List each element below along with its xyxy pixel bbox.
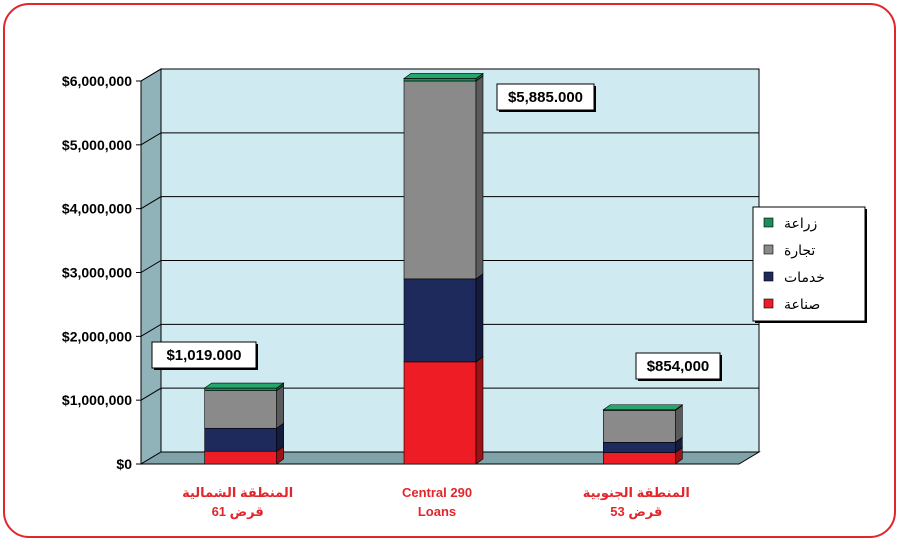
total-label: $1,019.000 bbox=[166, 347, 241, 364]
bar-segment bbox=[204, 450, 277, 465]
bar-segment bbox=[403, 278, 477, 363]
bar-segment bbox=[403, 361, 477, 465]
gridlines bbox=[140, 68, 759, 401]
x-category-label: Loans bbox=[418, 504, 456, 519]
x-axis-categories: المنطقة الشمالية 61 قرض Central 290 Loans ال… bbox=[182, 485, 690, 519]
y-axis-ticks: $0 $1,000,000 $2,000,000 $3,000,000 $4,000,0… bbox=[62, 73, 142, 472]
gridline bbox=[140, 132, 759, 146]
gridline bbox=[140, 196, 759, 210]
legend-swatch bbox=[763, 298, 774, 309]
y-tick-label: $5,000,000 bbox=[62, 137, 132, 153]
gridline bbox=[140, 387, 759, 401]
gridline bbox=[140, 68, 759, 82]
bar-segment-side bbox=[475, 273, 484, 363]
bar-segment-side bbox=[675, 404, 683, 443]
bar-top bbox=[203, 382, 285, 389]
bar-segment bbox=[603, 452, 676, 465]
callout-box bbox=[151, 341, 257, 369]
y-tick-label: $3,000,000 bbox=[62, 265, 132, 281]
x-category-label: Central 290 bbox=[402, 485, 472, 500]
chart-frame bbox=[3, 3, 896, 538]
bar-segment bbox=[204, 390, 277, 429]
legend-label: تجارة bbox=[784, 242, 815, 259]
total-callouts: $1,019.000 $5,885.000 $854,000 bbox=[151, 83, 722, 381]
y-tick-label: $2,000,000 bbox=[62, 328, 132, 344]
bar-segment bbox=[403, 78, 477, 82]
x-category-label: المنطقة الجنوبية bbox=[583, 485, 690, 500]
bar-segment bbox=[603, 441, 676, 453]
bar-top bbox=[602, 404, 684, 411]
bar-segment bbox=[204, 427, 277, 452]
legend-label: صناعة bbox=[784, 296, 820, 312]
bar-segment-side bbox=[475, 75, 484, 280]
legend: زراعة تجارة خدمات صناعة bbox=[752, 206, 867, 323]
y-tick-label: $4,000,000 bbox=[62, 201, 132, 217]
y-tick-label: $0 bbox=[116, 456, 132, 472]
legend-label: زراعة bbox=[784, 215, 817, 232]
x-category-label: 61 قرض bbox=[212, 504, 264, 519]
bar-segment bbox=[403, 80, 477, 280]
legend-swatch bbox=[763, 271, 774, 282]
bar-segment-side bbox=[276, 385, 284, 429]
legend-label: خدمات bbox=[784, 269, 825, 285]
total-label: $5,885.000 bbox=[508, 89, 583, 106]
legend-swatch bbox=[763, 244, 774, 255]
bars bbox=[203, 72, 684, 465]
bar-segment bbox=[204, 387, 277, 391]
x-category-label: 53 قرض bbox=[610, 504, 662, 519]
bar-segment bbox=[603, 410, 676, 443]
total-label: $854,000 bbox=[647, 358, 710, 375]
bar-top bbox=[403, 73, 484, 79]
gridline bbox=[140, 323, 759, 337]
bar-segment-side bbox=[475, 356, 484, 465]
x-category-label: المنطقة الشمالية bbox=[182, 485, 293, 500]
callout-box bbox=[635, 352, 721, 380]
callout-box bbox=[496, 83, 595, 111]
gridline bbox=[140, 260, 759, 273]
y-tick-label: $6,000,000 bbox=[62, 73, 132, 89]
y-tick-label: $1,000,000 bbox=[62, 392, 132, 408]
legend-swatch bbox=[763, 217, 774, 228]
